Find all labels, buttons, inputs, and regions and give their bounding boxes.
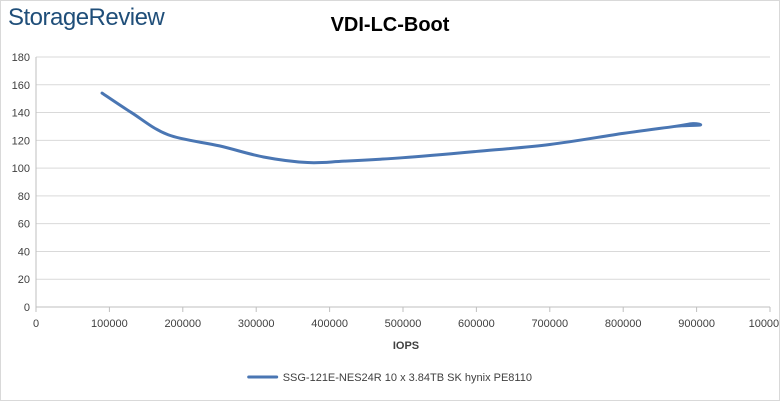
x-tick-label: 100000: [91, 318, 128, 330]
y-tick-label: 160: [12, 80, 30, 92]
y-tick-label: 40: [18, 246, 30, 258]
x-tick-label: 1000000: [749, 318, 780, 330]
y-tick-label: 140: [12, 108, 30, 120]
x-tick-label: 700000: [531, 318, 568, 330]
y-tick-label: 80: [18, 191, 30, 203]
legend-label: SSG-121E-NES24R 10 x 3.84TB SK hynix PE8…: [283, 372, 532, 384]
y-tick-label: 120: [12, 135, 30, 147]
axes: [35, 57, 771, 312]
series-layer: [100, 91, 703, 165]
tick-labels: 0 20 40 60 80 100 120 140 160 180 0 100000 200000 300…: [12, 52, 780, 330]
gridlines: [36, 56, 770, 280]
y-tick-label: 60: [18, 219, 30, 231]
x-tick-label: 300000: [238, 318, 275, 330]
series-line-0: [100, 91, 703, 165]
x-tick-label: 0: [33, 318, 39, 330]
chart-title: VDI-LC-Boot: [330, 14, 450, 36]
x-tick-label: 500000: [385, 318, 422, 330]
y-tick-label: 0: [24, 302, 30, 314]
legend: SSG-121E-NES24R 10 x 3.84TB SK hynix PE8…: [247, 372, 532, 384]
y-tick-label: 20: [18, 274, 30, 286]
x-tick-label: 900000: [678, 318, 715, 330]
y-tick-label: 100: [12, 163, 30, 175]
y-tick-label: 180: [12, 52, 30, 64]
x-axis-title: IOPS: [393, 340, 419, 352]
storagereview-logo: StorageReview: [8, 4, 165, 31]
x-tick-label: 600000: [458, 318, 495, 330]
x-tick-label: 200000: [164, 318, 201, 330]
x-tick-label: 400000: [311, 318, 348, 330]
x-tick-label: 800000: [605, 318, 642, 330]
